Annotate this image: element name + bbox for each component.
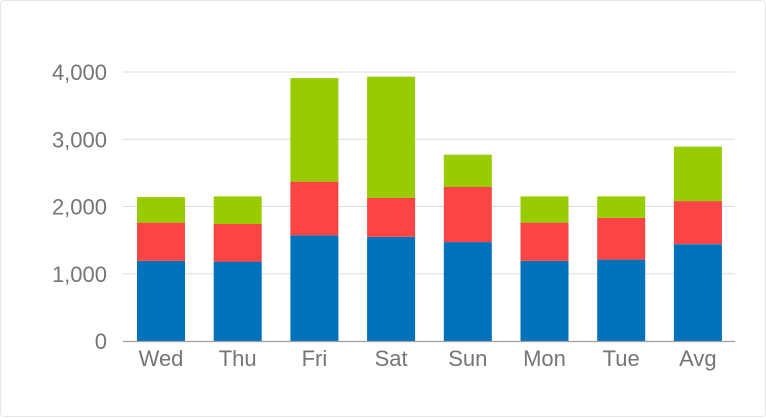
bar-thu-segment-3: [213, 196, 262, 224]
x-tick-label: Mon: [523, 346, 566, 371]
bar-tue-segment-2: [597, 217, 646, 260]
bar-wed-segment-1: [137, 261, 185, 341]
y-tick-label: 3,000: [52, 127, 107, 152]
y-tick-label: 2,000: [52, 195, 107, 220]
bar-sat-segment-2: [367, 197, 416, 237]
bar-fri-segment-2: [290, 181, 339, 236]
bar-avg-segment-3: [673, 146, 722, 202]
bar-fri-segment-3: [290, 78, 339, 182]
x-tick-label: Sat: [375, 346, 408, 371]
y-tick-label: 1,000: [52, 262, 107, 287]
bar-mon-segment-2: [520, 222, 569, 261]
x-tick-label: Thu: [219, 346, 257, 371]
bar-sat-segment-1: [367, 236, 416, 341]
bar-avg-segment-1: [673, 244, 722, 341]
bar-mon-segment-1: [520, 261, 569, 341]
x-tick-label: Fri: [302, 346, 328, 371]
bars: [137, 76, 722, 341]
bar-sun-segment-1: [443, 242, 492, 341]
bar-tue-segment-1: [597, 259, 646, 341]
bar-sun-segment-3: [443, 154, 492, 187]
x-tick-label: Avg: [679, 346, 717, 371]
bar-wed-segment-3: [137, 197, 185, 223]
bar-sat-segment-3: [367, 76, 416, 198]
bar-tue-segment-3: [597, 196, 646, 218]
bar-mon-segment-3: [520, 196, 569, 223]
bar-thu-segment-1: [213, 261, 262, 341]
bar-fri-segment-1: [290, 235, 339, 341]
bar-sun-segment-2: [443, 187, 492, 243]
bar-wed-segment-2: [137, 222, 185, 261]
bar-thu-segment-2: [213, 224, 262, 262]
x-axis-tick-labels: Wed Thu Fri Sat Sun Mon Tue Avg: [139, 346, 717, 371]
bar-avg-segment-2: [673, 201, 722, 245]
x-tick-label: Wed: [139, 346, 184, 371]
x-tick-label: Sun: [448, 346, 487, 371]
x-tick-label: Tue: [603, 346, 640, 371]
y-tick-label: 4,000: [52, 60, 107, 85]
y-axis-tick-labels: 0 1,000 2,000 3,000 4,000: [52, 60, 107, 354]
y-tick-label: 0: [95, 329, 107, 354]
